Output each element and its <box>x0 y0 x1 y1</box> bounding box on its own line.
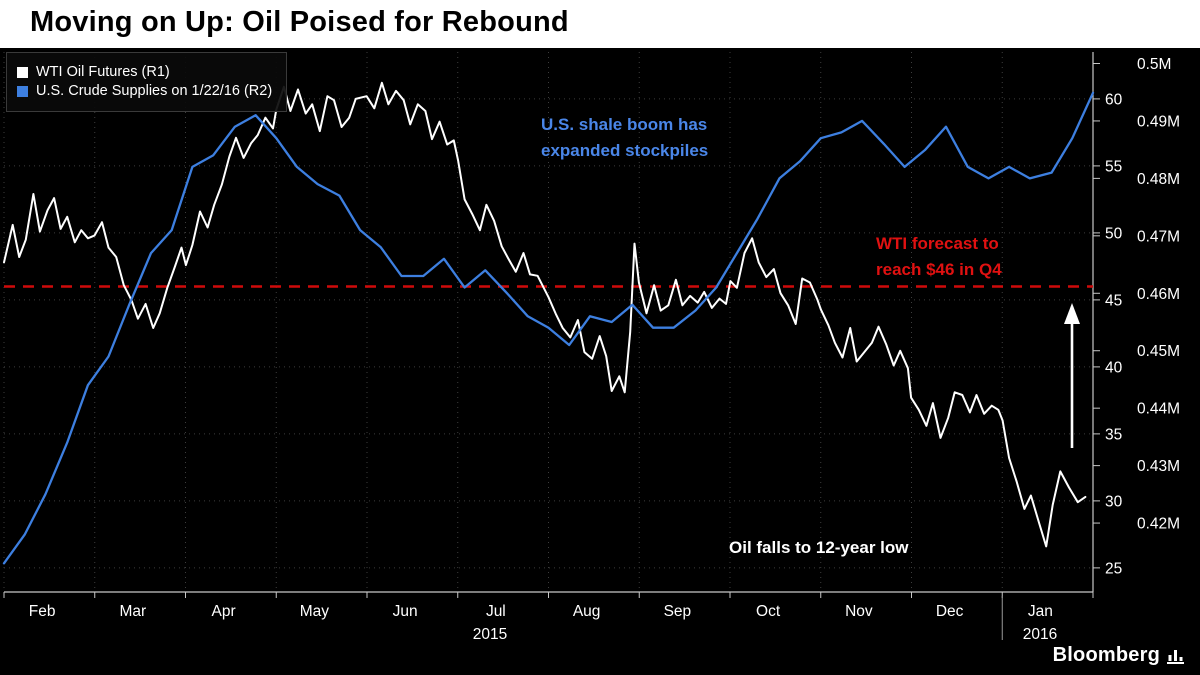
chart-title-bar: Moving on Up: Oil Poised for Rebound <box>0 0 1200 48</box>
r1-tick-label: 25 <box>1105 560 1122 577</box>
x-tick-label: Jan <box>1028 603 1053 620</box>
annotation-shale-boom: U.S. shale boom has expanded stockpiles <box>541 115 709 160</box>
supplies-line <box>2 91 1095 565</box>
r2-tick-label: 0.47M <box>1137 228 1180 245</box>
wti-series-swatch <box>17 66 28 78</box>
x-tick-label: Aug <box>573 603 601 620</box>
supplies-series-label: U.S. Crude Supplies on 1/22/16 (R2) <box>36 83 273 99</box>
x-tick-label: Mar <box>120 603 147 620</box>
x-tick-label: Jun <box>393 603 418 620</box>
forecast-arrow-head <box>1064 303 1080 324</box>
x-tick-label: Apr <box>212 603 236 620</box>
supplies-series-swatch <box>17 85 28 97</box>
x-tick-label: Sep <box>664 603 692 620</box>
x-tick-label: Nov <box>845 603 873 620</box>
r2-tick-label: 0.49M <box>1137 113 1180 130</box>
wti-line <box>3 81 1087 548</box>
r2-tick-label: 0.46M <box>1137 286 1180 303</box>
footer: Bloomberg <box>1053 644 1184 667</box>
year-label-2016: 2016 <box>1023 626 1057 643</box>
r1-tick-label: 55 <box>1105 158 1122 175</box>
r1-tick-label: 60 <box>1105 91 1123 108</box>
r2-tick-label: 0.48M <box>1137 171 1180 188</box>
x-tick-label: Feb <box>29 603 56 620</box>
r2-tick-label: 0.45M <box>1137 343 1180 360</box>
r2-tick-label: 0.44M <box>1137 401 1180 418</box>
x-tick-label: Dec <box>936 603 964 620</box>
x-tick-label: Jul <box>486 603 506 620</box>
annotation-wti-forecast: WTI forecast to reach $46 in Q4 <box>876 234 1002 279</box>
legend-item-wti: WTI Oil Futures (R1) <box>17 64 272 80</box>
x-tick-label: May <box>300 603 330 620</box>
r2-tick-label: 0.42M <box>1137 516 1180 533</box>
legend-item-supplies: U.S. Crude Supplies on 1/22/16 (R2) <box>17 83 272 99</box>
legend: WTI Oil Futures (R1) U.S. Crude Supplies… <box>6 52 288 112</box>
r1-tick-label: 45 <box>1105 292 1122 309</box>
annotation-12-year-low: Oil falls to 12-year low <box>729 538 909 557</box>
chart-area: 25 30 35 40 45 50 55 60 0.42M 0.43M 0.44M 0.45M 0.46… <box>0 48 1200 675</box>
wti-series-label: WTI Oil Futures (R1) <box>36 64 170 80</box>
r2-tick-label: 0.43M <box>1137 458 1180 475</box>
r1-tick-label: 50 <box>1105 225 1123 242</box>
chart-title: Moving on Up: Oil Poised for Rebound <box>30 6 569 38</box>
year-label-2015: 2015 <box>473 626 507 643</box>
bloomberg-chart-icon <box>1167 649 1184 664</box>
r2-tick-label: 0.5M <box>1137 56 1171 73</box>
x-tick-label: Oct <box>756 603 781 620</box>
chart-plot: 25 30 35 40 45 50 55 60 0.42M 0.43M 0.44M 0.45M 0.46… <box>2 52 1180 643</box>
r1-tick-label: 40 <box>1105 359 1123 376</box>
r1-tick-label: 30 <box>1105 493 1123 510</box>
r1-tick-label: 35 <box>1105 426 1122 443</box>
bloomberg-logo: Bloomberg <box>1052 644 1160 666</box>
